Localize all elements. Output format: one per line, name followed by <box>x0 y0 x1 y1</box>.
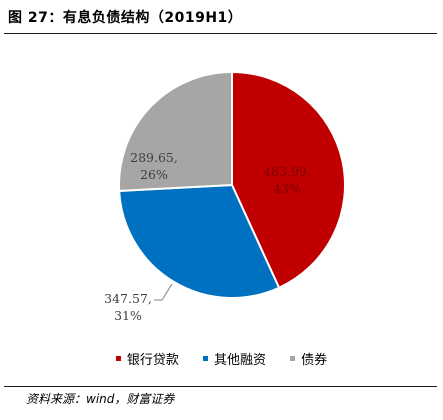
source-note: 资料来源：wind，财富证券 <box>26 392 175 406</box>
pie-slice-bank-loans <box>231 70 346 290</box>
top-rule <box>4 33 437 34</box>
leader-line-other-financing <box>154 283 173 301</box>
legend-item-other-financing: 其他融资 <box>202 349 266 368</box>
value-label-bank-loans: 483.99, <box>263 164 311 179</box>
pie-slice-other-financing <box>118 183 281 299</box>
legend-label-bonds: 债券 <box>301 353 328 368</box>
percent-label-other-financing: 31% <box>114 308 142 323</box>
chart-legend: 银行贷款 其他融资 债券 <box>0 349 443 368</box>
legend-item-bank-loans: 银行贷款 <box>115 349 179 368</box>
legend-label-other-financing: 其他融资 <box>213 353 266 368</box>
value-label-bonds: 289.65, <box>130 150 178 165</box>
bottom-rule <box>4 386 437 387</box>
legend-swatch-bonds <box>290 356 296 361</box>
value-label-other-financing: 347.57, <box>104 291 152 306</box>
percent-label-bank-loans: 43% <box>273 181 301 196</box>
legend-label-bank-loans: 银行贷款 <box>126 353 179 368</box>
pie-slice-bonds <box>118 70 233 192</box>
legend-item-bonds: 债券 <box>290 349 327 368</box>
percent-label-bonds: 26% <box>140 167 168 182</box>
legend-swatch-bank-loans <box>115 356 121 361</box>
legend-swatch-other-financing <box>202 356 208 361</box>
figure-title: 图 27：有息负债结构（2019H1） <box>8 10 243 26</box>
